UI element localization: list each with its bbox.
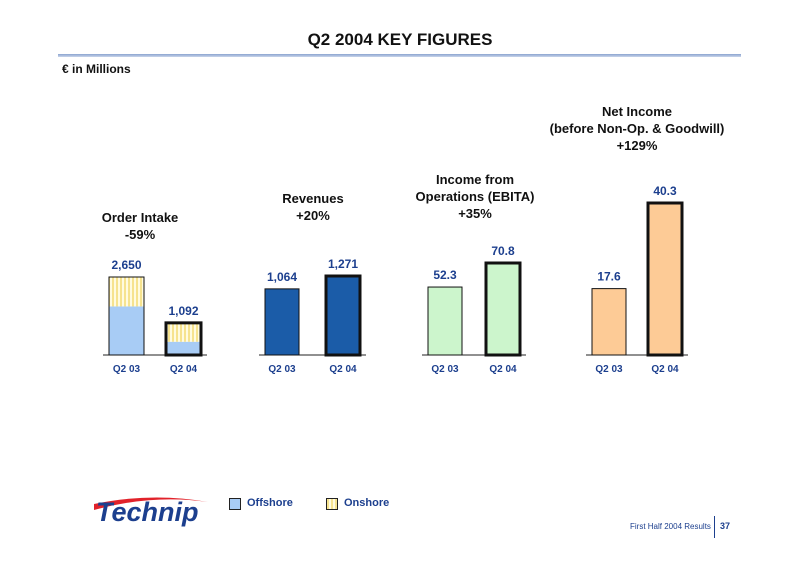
title-rule bbox=[58, 54, 741, 57]
footer-label: First Half 2004 Results bbox=[630, 522, 711, 531]
ebita-value-label-0: 52.3 bbox=[433, 268, 457, 282]
ebita-title-line-3: +35% bbox=[458, 206, 492, 221]
ebita-value-label-1: 70.8 bbox=[491, 244, 515, 258]
revenues-bar-1 bbox=[324, 274, 362, 357]
net-income-title-line-2: (before Non-Op. & Goodwill) bbox=[549, 121, 725, 136]
technip-logo: Technip bbox=[94, 497, 208, 527]
ebita-title: Income from Operations (EBITA) +35% bbox=[416, 171, 535, 222]
order-intake-tick-label-1: Q2 04 bbox=[170, 364, 198, 375]
legend-onshore-label: Onshore bbox=[344, 497, 390, 509]
net-income-title-line-1: Net Income bbox=[601, 104, 673, 119]
order-intake-bar-onshore-1 bbox=[166, 322, 201, 342]
revenues-title-line-1: Revenues bbox=[282, 191, 344, 206]
ebita-title-line-2: Operations (EBITA) bbox=[415, 189, 535, 204]
revenues-value-label-0: 1,064 bbox=[267, 270, 297, 284]
order-intake-title-line-1: Order Intake bbox=[101, 210, 179, 225]
revenues-value-label-1: 1,271 bbox=[328, 257, 358, 271]
net-income-bar-0 bbox=[591, 288, 627, 356]
footer-divider bbox=[714, 516, 715, 538]
ebita-bar-1 bbox=[484, 261, 522, 357]
order-intake-bar-outline-1 bbox=[164, 321, 203, 357]
ebita-bar-0 bbox=[427, 286, 463, 356]
revenues-tick-label-1: Q2 04 bbox=[329, 364, 357, 375]
order-intake-bar-onshore-0 bbox=[109, 277, 144, 307]
revenues-title: Revenues +20% bbox=[282, 190, 343, 224]
order-intake-value-label-0: 2,650 bbox=[111, 258, 141, 272]
ebita-tick-label-1: Q2 04 bbox=[489, 364, 517, 375]
logo-wordmark: Technip bbox=[96, 497, 199, 527]
legend-onshore-swatch bbox=[326, 498, 338, 510]
order-intake-title-line-2: -59% bbox=[124, 227, 156, 242]
net-income-tick-label-1: Q2 04 bbox=[651, 364, 679, 375]
ebita-tick-label-0: Q2 03 bbox=[431, 364, 459, 375]
net-income-value-label-0: 17.6 bbox=[597, 270, 621, 284]
order-intake-bar-offshore-1 bbox=[166, 341, 201, 355]
order-intake-title: Order Intake -59% bbox=[102, 209, 179, 243]
revenues-tick-label-0: Q2 03 bbox=[268, 364, 296, 375]
net-income-title-line-3: +129% bbox=[616, 138, 658, 153]
order-intake-tick-label-0: Q2 03 bbox=[113, 364, 141, 375]
units-label: € in Millions bbox=[62, 62, 131, 76]
net-income-tick-label-0: Q2 03 bbox=[595, 364, 623, 375]
order-intake-bar-outline-0 bbox=[108, 276, 145, 356]
revenues-title-line-2: +20% bbox=[296, 208, 330, 223]
order-intake-value-label-1: 1,092 bbox=[168, 304, 198, 318]
net-income-bar-1 bbox=[646, 201, 684, 357]
order-intake-bar-offshore-0 bbox=[109, 306, 144, 355]
revenues-bar-0 bbox=[264, 288, 300, 356]
net-income-value-label-1: 40.3 bbox=[653, 184, 677, 198]
page-title: Q2 2004 KEY FIGURES bbox=[307, 30, 493, 49]
ebita-title-line-1: Income from bbox=[435, 172, 514, 187]
legend-offshore-swatch bbox=[229, 498, 241, 510]
net-income-title: Net Income (before Non-Op. & Goodwill) +… bbox=[550, 103, 725, 154]
legend-offshore-label: Offshore bbox=[247, 497, 293, 509]
page-number: 37 bbox=[720, 521, 731, 531]
